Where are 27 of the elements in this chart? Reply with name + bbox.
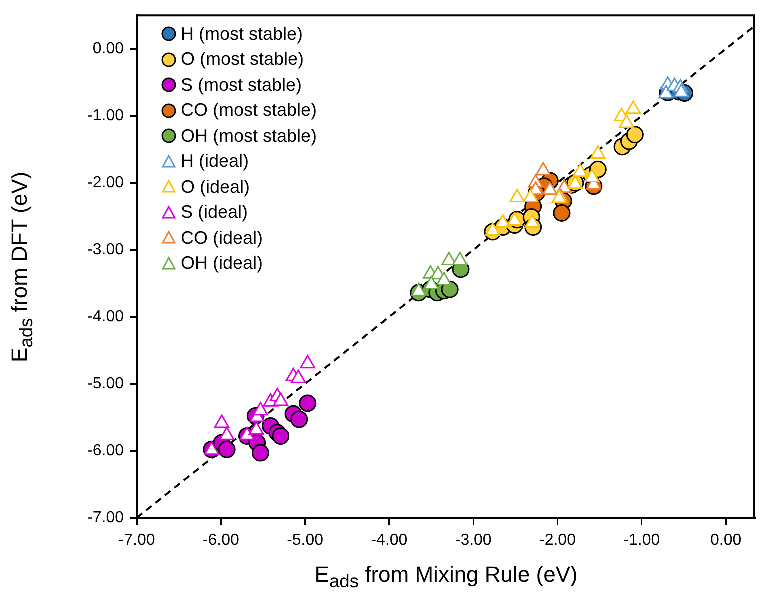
- y-tick-label: -7.00: [88, 509, 124, 526]
- legend-label: CO (ideal): [181, 226, 264, 250]
- legend-label: OH (most stable): [181, 124, 318, 148]
- x-tick-label: -6.00: [202, 532, 240, 550]
- y-tick-label: -4.00: [88, 308, 124, 326]
- legend-label: S (ideal): [181, 201, 248, 224]
- legend-label: CO (most stable): [181, 99, 318, 122]
- x-tick-label: -7.00: [118, 532, 156, 550]
- x-tick-label: -3.00: [455, 532, 492, 550]
- y-tick-label: -1.00: [88, 107, 124, 124]
- y-tick-label: -5.00: [88, 375, 124, 392]
- legend-label: H (ideal): [181, 150, 250, 174]
- y-tick-label: -6.00: [88, 442, 124, 460]
- y-tick-label: 0.00: [92, 40, 124, 58]
- x-tick-label: -2.00: [540, 532, 576, 550]
- legend-label: OH (ideal): [181, 252, 264, 276]
- legend-label: O (most stable): [181, 48, 304, 72]
- legend-label: S (most stable): [181, 74, 302, 97]
- y-tick-label: -3.00: [88, 241, 124, 258]
- x-tick-label: -4.00: [371, 532, 408, 550]
- y-tick-label: -2.00: [88, 174, 124, 192]
- x-axis-title: E$_{ads}$ from Mixing Rule (eV): [314, 562, 578, 592]
- legend-label: O (ideal): [181, 176, 250, 199]
- x-tick-label: -5.00: [287, 532, 324, 550]
- x-tick-label: 0.00: [710, 532, 742, 550]
- legend-label: H (most stable): [181, 22, 304, 46]
- x-tick-label: -1.00: [624, 532, 660, 550]
